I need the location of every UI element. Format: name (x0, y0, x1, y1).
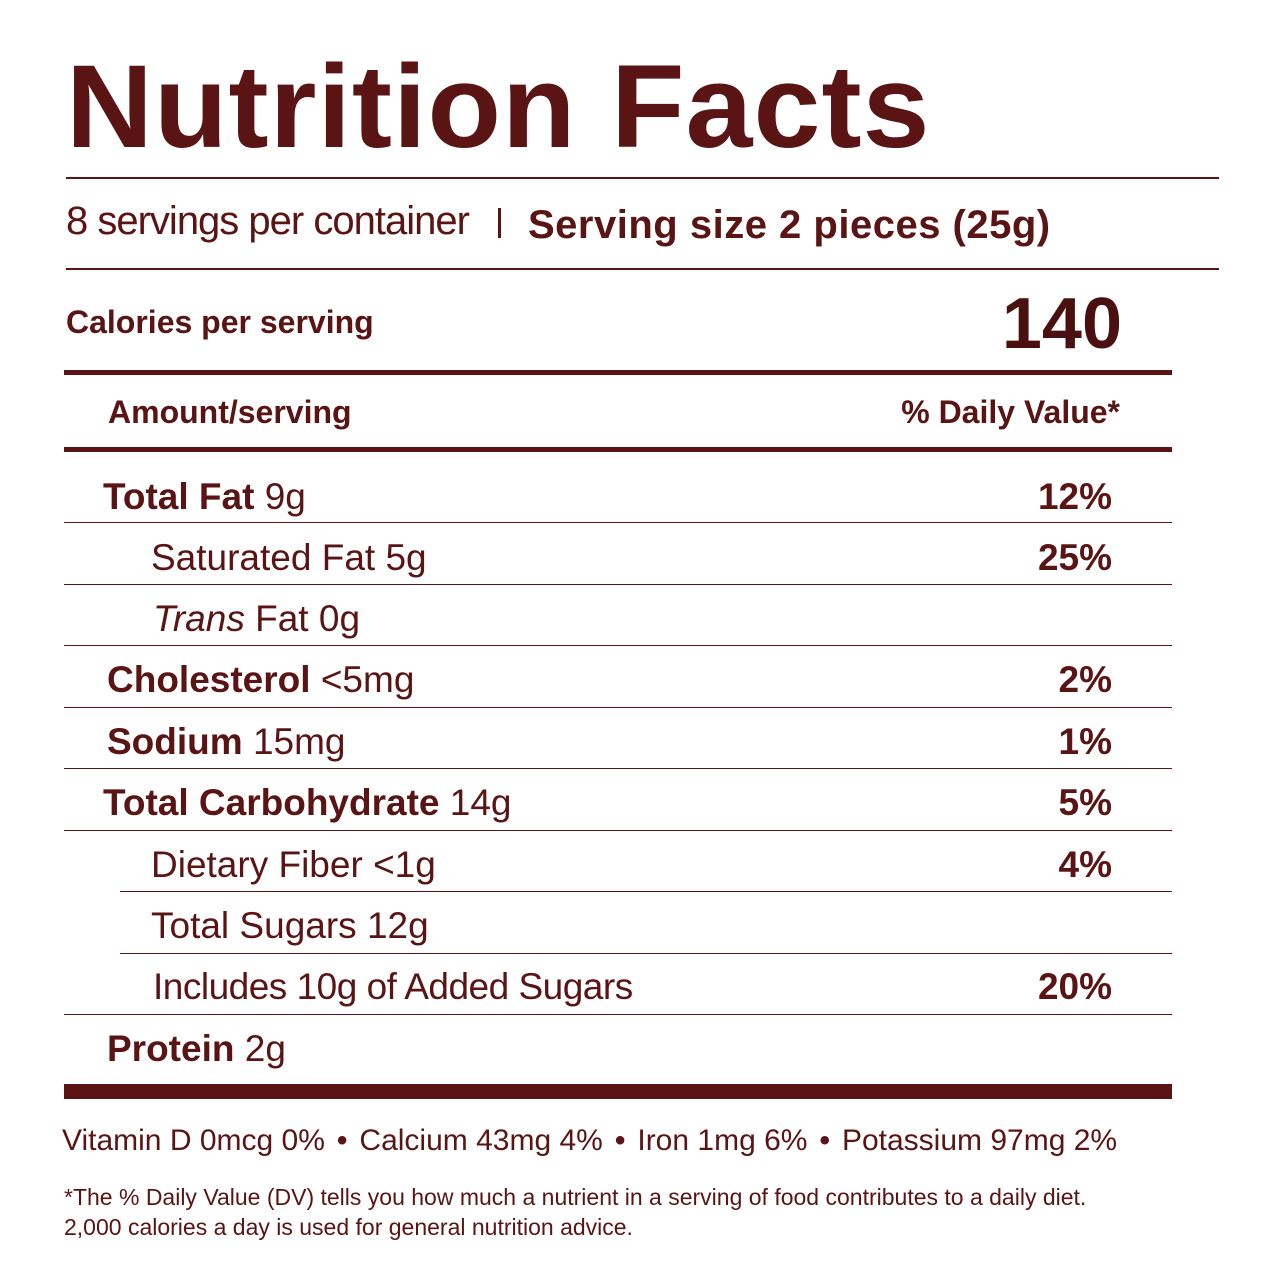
nutrient-amount: 5g (385, 537, 427, 578)
nutrient-name: Total Fat (103, 476, 255, 517)
divider (498, 208, 501, 238)
nutrient-amount: 9g (264, 476, 306, 517)
divider (120, 891, 1172, 892)
separator: • (614, 1124, 626, 1157)
nutrient-name: Cholesterol (107, 659, 311, 700)
nutrient-dv: 2% (1058, 659, 1112, 700)
nutrient-name: Sodium (107, 721, 243, 762)
nutrient-amount: 15mg (252, 721, 346, 762)
nutrient-name: Fat (255, 598, 309, 639)
divider (64, 1084, 1172, 1099)
nutrient-dv: 5% (1058, 782, 1112, 823)
calcium: Calcium 43mg 4% (359, 1124, 603, 1157)
serving-size: Serving size 2 pieces (25g) (528, 203, 1051, 247)
divider (64, 447, 1172, 452)
nutrient-dv: 1% (1058, 721, 1112, 762)
nutrient-amount: 14g (449, 782, 512, 823)
servings-per-container: 8 servings per container (66, 199, 470, 243)
nutrient-amount: <1g (373, 844, 436, 885)
divider (66, 268, 1219, 270)
nutrient-name: Saturated Fat (151, 537, 376, 578)
vitamins-minerals: Vitamin D 0mcg 0% • Calcium 43mg 4% • Iron 1… (62, 1126, 1117, 1156)
calories-label: Calories per serving (66, 304, 374, 340)
page-title: Nutrition Facts (66, 41, 931, 173)
separator: • (336, 1124, 348, 1157)
nutrient-row-protein: Protein 2g (0, 1030, 1280, 1070)
nutrient-row-cholesterol: Cholesterol <5mg 2% (0, 661, 1280, 701)
nutrient-row-total-sugars: Total Sugars 12g (0, 907, 1280, 947)
nutrient-dv: 4% (1058, 844, 1112, 885)
nutrient-dv: 20% (1037, 966, 1112, 1007)
nutrient-row-trans-fat: Trans Fat 0g (0, 600, 1280, 640)
nutrient-name: Includes 10g of Added Sugars (153, 966, 633, 1007)
nutrient-name: Protein (107, 1028, 235, 1069)
vitamin-d: Vitamin D 0mcg 0% (62, 1124, 325, 1157)
nutrient-row-added-sugars: Includes 10g of Added Sugars 20% (0, 968, 1280, 1008)
nutrient-row-total-fat: Total Fat 9g 12% (0, 478, 1280, 518)
nutrient-name: Total Carbohydrate (103, 782, 440, 823)
footnote-line-1: *The % Daily Value (DV) tells you how mu… (64, 1184, 1087, 1210)
divider (64, 768, 1172, 769)
footnote-line-2: 2,000 calories a day is used for general… (64, 1214, 633, 1240)
amount-header: Amount/serving (108, 394, 352, 430)
nutrient-name: Total Sugars (151, 905, 357, 946)
iron: Iron 1mg 6% (637, 1124, 808, 1157)
daily-value-header: % Daily Value* (901, 394, 1120, 430)
divider (64, 645, 1172, 646)
calories-value: 140 (1001, 284, 1122, 364)
separator: • (819, 1124, 830, 1157)
nutrient-row-dietary-fiber: Dietary Fiber <1g 4% (0, 846, 1280, 886)
nutrient-name: Dietary Fiber (151, 844, 363, 885)
potassium: Potassium 97mg 2% (841, 1124, 1118, 1157)
nutrient-row-sodium: Sodium 15mg 1% (0, 723, 1280, 763)
nutrient-row-total-carbohydrate: Total Carbohydrate 14g 5% (0, 784, 1280, 824)
divider (120, 953, 1172, 954)
divider (64, 707, 1172, 708)
nutrient-amount: 0g (318, 598, 361, 639)
nutrient-row-saturated-fat: Saturated Fat 5g 25% (0, 539, 1280, 579)
divider (66, 177, 1219, 179)
nutrient-dv: 12% (1037, 476, 1112, 517)
divider (64, 370, 1172, 375)
nutrient-dv: 25% (1037, 537, 1112, 578)
nutrient-name-italic: Trans (153, 598, 245, 639)
nutrient-amount: <5mg (320, 659, 415, 700)
divider (64, 522, 1172, 523)
nutrient-amount: 2g (244, 1028, 286, 1069)
divider (64, 584, 1172, 585)
divider (64, 830, 1172, 831)
nutrient-amount: 12g (366, 905, 429, 946)
divider (64, 1014, 1172, 1015)
